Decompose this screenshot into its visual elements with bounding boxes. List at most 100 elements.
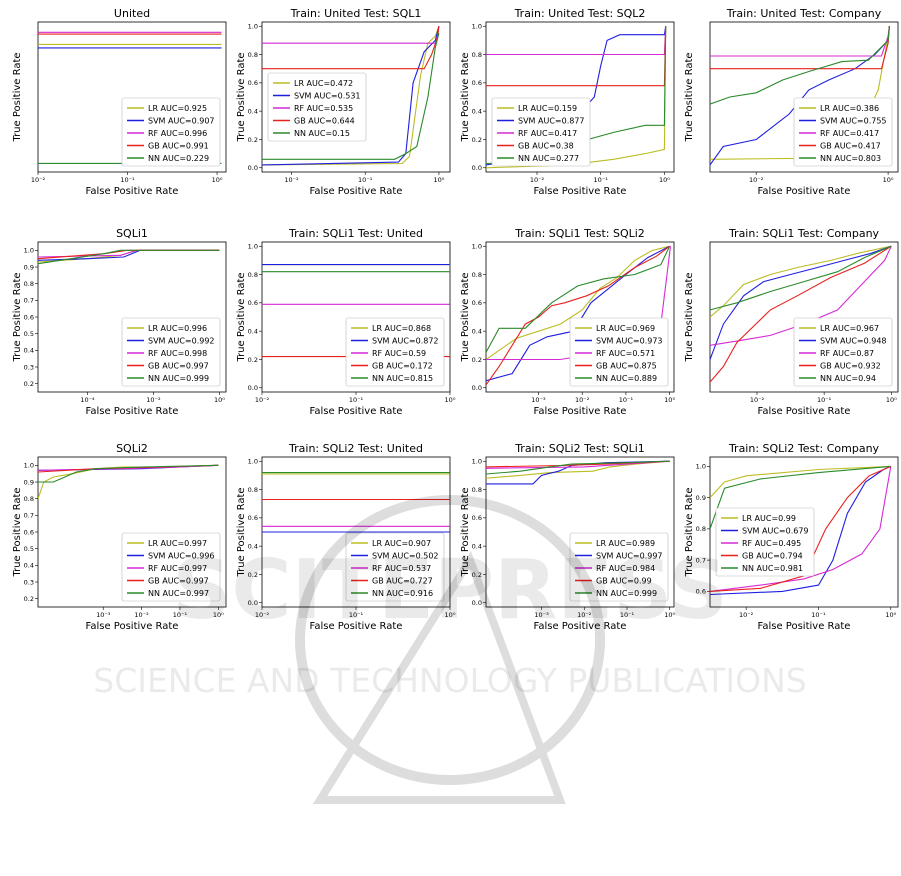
legend-entry-gb: GB AUC=0.644	[294, 117, 355, 126]
roc-line-nn	[710, 26, 890, 105]
legend-entry-rf: RF AUC=0.87	[820, 349, 874, 358]
legend-box	[121, 532, 221, 602]
y-tick-label: 0.6	[472, 514, 482, 522]
y-tick-label: 0.2	[472, 356, 482, 364]
y-axis-label: True Positive Rate	[12, 487, 23, 577]
y-axis-label: True Positive Rate	[460, 52, 471, 142]
legend-entry-nn: NN AUC=0.94	[820, 374, 876, 383]
x-tick-label: 10⁻²	[255, 611, 270, 619]
x-tick-label: 10⁻³	[534, 611, 549, 619]
roc-line-gb	[262, 461, 450, 501]
legend-entry-rf: RF AUC=0.997	[148, 564, 207, 573]
x-tick-label: 10⁰	[883, 176, 894, 184]
legend-entry-svm: SVM AUC=0.997	[596, 552, 663, 561]
y-tick-label: 1.0	[472, 23, 482, 31]
legend-box	[491, 97, 591, 167]
roc-line-rf	[710, 245, 892, 346]
y-tick-label: 0.2	[248, 571, 258, 579]
roc-line-nn	[262, 246, 450, 273]
legend-entry-svm: SVM AUC=0.907	[148, 117, 215, 126]
chart-title: Train: United Test: SQL1	[290, 7, 422, 20]
legend-entry-gb: GB AUC=0.997	[148, 362, 209, 371]
x-tick-label: 10⁻¹	[349, 396, 364, 404]
roc-panel-6: Train: SQLi1 Test: SQLi2 10⁻³ 10⁻² 10⁻¹ 10⁰ 0…	[456, 226, 681, 441]
roc-line-lr	[262, 26, 440, 166]
chart-title: Train: United Test: SQL2	[514, 7, 646, 20]
y-axis-label: True Positive Rate	[12, 52, 23, 142]
x-tick-label: 10⁻²	[284, 176, 299, 184]
y-tick-label: 0.7	[696, 556, 706, 564]
y-tick-label: 0.2	[472, 571, 482, 579]
y-tick-label: 0.8	[248, 271, 258, 279]
x-tick-label: 10⁻⁴	[80, 396, 95, 404]
y-axis-label: True Positive Rate	[236, 487, 247, 577]
legend-box	[267, 72, 367, 142]
y-tick-label: 1.0	[696, 463, 706, 471]
legend: LR AUC=0.996 SVM AUC=0.992 RF AUC=0.998 GB …	[121, 317, 221, 387]
chart-title: SQLi1	[116, 227, 148, 240]
legend-entry-svm: SVM AUC=0.973	[596, 337, 663, 346]
legend-entry-rf: RF AUC=0.571	[596, 349, 655, 358]
legend-entry-gb: GB AUC=0.727	[372, 577, 433, 586]
y-axis-label: True Positive Rate	[12, 272, 23, 362]
y-tick-label: 0.2	[472, 136, 482, 144]
roc-panel-7: Train: SQLi1 Test: Company 10⁻² 10⁻¹ 10⁰ Fal…	[680, 226, 901, 441]
roc-line-nn	[262, 33, 440, 160]
chart-title: Train: SQLi1 Test: United	[288, 227, 423, 240]
y-tick-label: 0.3	[24, 578, 34, 586]
legend-box	[345, 532, 445, 602]
y-tick-label: 1.0	[248, 23, 258, 31]
x-tick-label: 10⁻²	[577, 611, 592, 619]
series-group	[486, 460, 670, 485]
roc-panel-8: SQLi2 10⁻³ 10⁻² 10⁻¹ 10⁰ 0.2 0.3 0.4 0.5 0.6 0.7 0.…	[8, 441, 233, 656]
legend-entry-nn: NN AUC=0.229	[148, 154, 209, 163]
x-axis-label: False Positive Rate	[86, 186, 179, 197]
y-tick-label: 0.6	[472, 79, 482, 87]
legend: LR AUC=0.159 SVM AUC=0.877 RF AUC=0.417 GB …	[491, 97, 591, 167]
legend-entry-rf: RF AUC=0.417	[518, 129, 577, 138]
series-group	[262, 461, 450, 533]
y-tick-label: 0.8	[248, 51, 258, 59]
x-axis-label: False Positive Rate	[758, 406, 851, 417]
x-tick-label: 10⁰	[886, 396, 897, 404]
legend-entry-nn: NN AUC=0.15	[294, 129, 350, 138]
x-tick-label: 10⁻²	[749, 176, 764, 184]
legend-box	[569, 532, 669, 602]
legend-entry-lr: LR AUC=0.868	[372, 324, 431, 333]
y-axis-label: True Positive Rate	[236, 272, 247, 362]
x-tick-label: 10⁻²	[750, 396, 765, 404]
series-group	[38, 249, 220, 265]
x-tick-label: 10⁰	[664, 611, 675, 619]
legend-entry-lr: LR AUC=0.99	[742, 514, 796, 523]
legend-entry-gb: GB AUC=0.932	[820, 362, 881, 371]
legend-entry-nn: NN AUC=0.981	[742, 564, 803, 573]
roc-chart-6: Train: SQLi1 Test: SQLi2 10⁻³ 10⁻² 10⁻¹ 10⁰ 0…	[460, 227, 675, 417]
y-tick-label: 0.4	[24, 347, 34, 355]
legend: LR AUC=0.868 SVM AUC=0.872 RF AUC=0.59 GB A…	[345, 317, 445, 387]
roc-chart-3: Train: United Test: Company 10⁻² 10⁰ False …	[684, 7, 899, 197]
roc-line-nn	[38, 249, 220, 265]
x-axis-label: False Positive Rate	[534, 186, 627, 197]
legend-entry-lr: LR AUC=0.386	[820, 104, 879, 113]
y-tick-label: 0.4	[472, 327, 482, 335]
x-tick-label: 10⁰	[433, 176, 444, 184]
y-tick-label: 0.6	[24, 528, 34, 536]
y-tick-label: 0.9	[24, 478, 34, 486]
legend-entry-rf: RF AUC=0.59	[372, 349, 426, 358]
chart-title: Train: SQLi1 Test: SQLi2	[514, 227, 645, 240]
legend-box	[121, 317, 221, 387]
y-tick-label: 0.5	[24, 545, 34, 553]
chart-title: United	[114, 7, 150, 20]
y-tick-label: 0.9	[696, 494, 706, 502]
chart-title: Train: SQLi2 Test: Company	[728, 442, 880, 455]
y-tick-label: 0.6	[248, 79, 258, 87]
legend-entry-nn: NN AUC=0.803	[820, 154, 881, 163]
roc-chart-11: Train: SQLi2 Test: Company 10⁻² 10⁻¹ 10⁰ 0.6…	[684, 442, 899, 632]
y-tick-label: 1.0	[248, 243, 258, 251]
legend: LR AUC=0.989 SVM AUC=0.997 RF AUC=0.984 GB …	[569, 532, 669, 602]
roc-panel-10: Train: SQLi2 Test: SQLi1 10⁻³ 10⁻² 10⁻¹ 10⁰ 0…	[456, 441, 681, 656]
y-axis-label: True Positive Rate	[684, 272, 695, 362]
legend-entry-rf: RF AUC=0.998	[148, 349, 207, 358]
chart-title: Train: SQLi2 Test: United	[288, 442, 423, 455]
x-tick-label: 10⁰	[445, 396, 456, 404]
